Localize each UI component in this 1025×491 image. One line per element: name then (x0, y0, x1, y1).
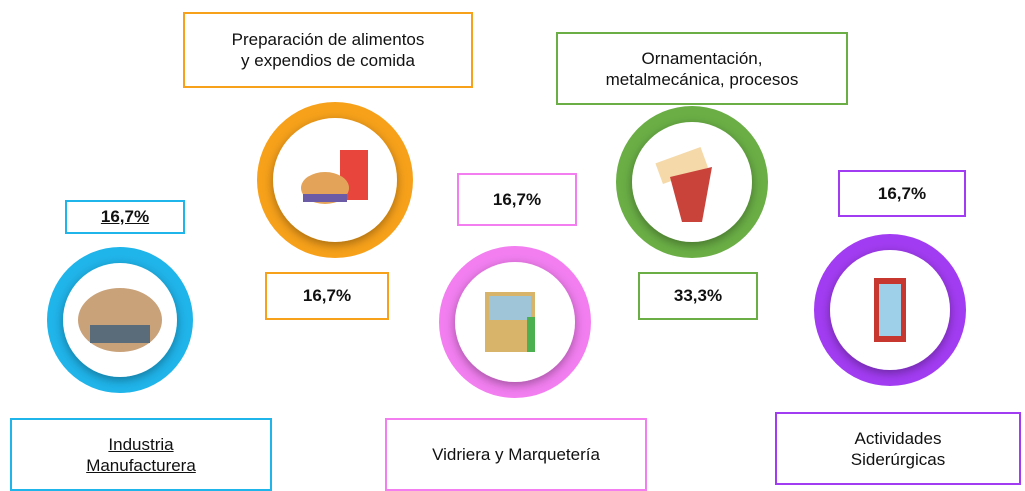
label-line: Vidriera y Marquetería (432, 444, 600, 465)
factory-icon-detail (90, 325, 150, 343)
person-icon (527, 317, 535, 352)
percent-box: 16,7% (65, 200, 185, 234)
label-line: Actividades (855, 428, 942, 449)
label-box: Ornamentación,metalmecánica, procesos (556, 32, 848, 105)
label-line: metalmecánica, procesos (606, 69, 799, 90)
percent: 16,7% (101, 207, 149, 227)
percent: 33,3% (674, 286, 722, 306)
percent: 16,7% (878, 184, 926, 204)
label-line: Industria (108, 434, 173, 455)
label-line: Manufacturera (86, 455, 196, 476)
percent-box: 16,7% (838, 170, 966, 217)
label-box: Vidriera y Marquetería (385, 418, 647, 491)
shop-icon-window (489, 296, 531, 320)
label-line: Preparación de alimentos (232, 29, 425, 50)
percent: 16,7% (303, 286, 351, 306)
percent-box: 33,3% (638, 272, 758, 320)
percent: 16,7% (493, 190, 541, 210)
percent-box: 16,7% (265, 272, 389, 320)
label-line: Siderúrgicas (851, 449, 946, 470)
label-line: y expendios de comida (241, 50, 415, 71)
page: Infografía {"items": [ {"label_lines": [… (0, 0, 1025, 491)
infographic: (() => { const data = JSON.parse(documen… (0, 0, 1025, 491)
burger-icon-detail (303, 194, 347, 202)
percent-box: 16,7% (457, 173, 577, 226)
window-icon-glass (879, 284, 901, 336)
label-line: Ornamentación, (642, 48, 763, 69)
